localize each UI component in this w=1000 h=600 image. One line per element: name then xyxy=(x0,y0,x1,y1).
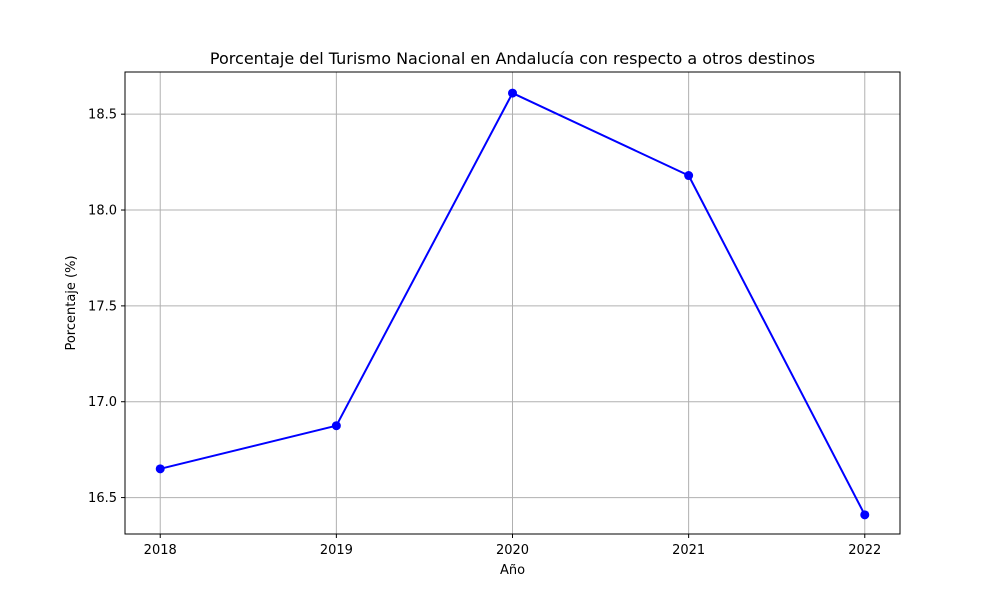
y-tick-label: 17.5 xyxy=(88,299,117,314)
x-tick-label: 2019 xyxy=(320,543,353,558)
data-point xyxy=(508,88,517,98)
y-tick-label: 18.5 xyxy=(88,108,117,123)
grid xyxy=(125,72,900,534)
x-tick-label: 2022 xyxy=(848,543,881,558)
y-tick-label: 16.5 xyxy=(88,491,117,506)
data-point xyxy=(684,171,694,181)
series xyxy=(155,88,870,520)
x-axis-label: Año xyxy=(500,563,525,578)
x-tick-label: 2021 xyxy=(672,543,705,558)
data-point xyxy=(331,421,341,431)
y-axis-label: Porcentaje (%) xyxy=(64,255,79,350)
chart-title: Porcentaje del Turismo Nacional en Andal… xyxy=(210,49,815,68)
x-tick-label: 2020 xyxy=(496,543,529,558)
y-tick-label: 17.0 xyxy=(88,395,117,410)
data-point xyxy=(860,510,870,520)
axis-ticks: 2018 2019 2020 2021 2022 16.5 17.0 17.5 18.0 18.5 xyxy=(88,108,881,558)
x-tick-label: 2018 xyxy=(144,543,177,558)
data-point xyxy=(155,464,165,474)
y-tick-label: 18.0 xyxy=(88,204,117,219)
